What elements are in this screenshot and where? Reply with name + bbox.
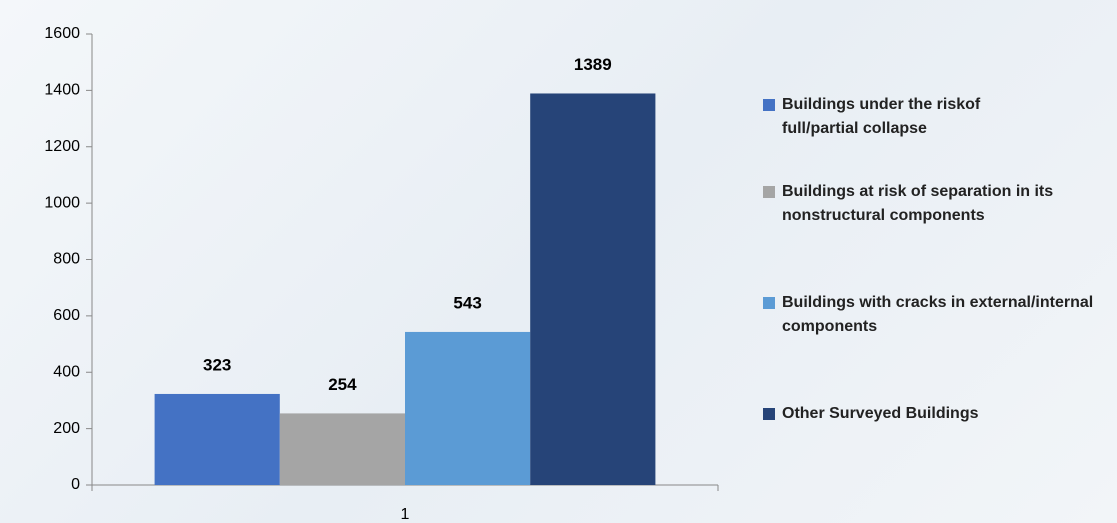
y-tick-label: 1000	[44, 194, 80, 211]
legend-label: Buildings with cracks in external/intern…	[782, 294, 1094, 335]
bar	[279, 413, 405, 485]
bar	[154, 393, 280, 485]
y-tick-label: 1200	[44, 138, 80, 155]
y-tick-label: 1600	[44, 25, 80, 42]
y-tick-label: 200	[53, 420, 80, 437]
legend-swatch	[763, 297, 775, 309]
legend-swatch	[763, 186, 775, 198]
y-tick-label: 0	[71, 476, 80, 493]
y-tick-label: 600	[53, 307, 80, 324]
data-label: 323	[203, 355, 231, 374]
legend-label: Other Surveyed Buildings	[782, 405, 979, 422]
bar	[405, 331, 531, 485]
legend-label: Buildings at risk of separation in its n…	[782, 183, 1054, 224]
y-tick-label: 800	[53, 251, 80, 268]
legend-swatch	[763, 99, 775, 111]
data-label: 1389	[574, 55, 612, 74]
x-tick-label: 1	[401, 506, 410, 523]
bar	[530, 93, 656, 486]
legend-label: Buildings under the riskof full/partial …	[782, 96, 981, 137]
y-tick-label: 1400	[44, 82, 80, 99]
legend-swatch	[763, 408, 775, 420]
y-tick-label: 400	[53, 363, 80, 380]
data-label: 254	[328, 375, 357, 394]
data-label: 543	[453, 293, 481, 312]
